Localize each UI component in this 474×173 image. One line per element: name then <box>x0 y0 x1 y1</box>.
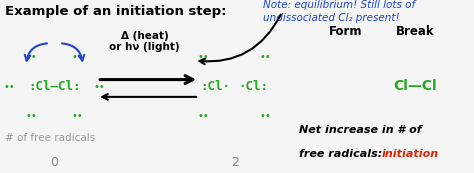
Text: 2: 2 <box>231 156 238 169</box>
Text: 0: 0 <box>51 156 58 169</box>
Text: :Cl·: :Cl· <box>201 80 231 93</box>
Text: ••: •• <box>198 111 210 121</box>
Text: ••: •• <box>26 111 37 121</box>
Text: ••: •• <box>4 81 15 92</box>
Text: Form: Form <box>329 25 363 38</box>
Text: Break: Break <box>395 25 434 38</box>
Text: Cl—Cl: Cl—Cl <box>393 80 437 93</box>
Text: Example of an initiation step:: Example of an initiation step: <box>5 5 226 18</box>
Text: Δ (heat)
or hν (light): Δ (heat) or hν (light) <box>109 31 180 52</box>
Text: # of free radicals: # of free radicals <box>5 133 95 143</box>
Text: ••: •• <box>26 52 37 62</box>
Text: initiation: initiation <box>382 149 439 159</box>
Text: ••: •• <box>94 81 105 92</box>
Text: Net increase in # of: Net increase in # of <box>299 125 421 135</box>
Text: ••: •• <box>260 111 271 121</box>
Text: ••: •• <box>72 111 83 121</box>
Text: ••: •• <box>72 52 83 62</box>
Text: ••: •• <box>260 52 271 62</box>
Text: :Cl–Cl:: :Cl–Cl: <box>28 80 81 93</box>
Text: Note: equilibrium! Still lots of
undissociated Cl₂ present!: Note: equilibrium! Still lots of undisso… <box>263 0 415 23</box>
Text: ••: •• <box>198 52 210 62</box>
Text: free radicals:: free radicals: <box>299 149 386 159</box>
Text: ·Cl:: ·Cl: <box>238 80 269 93</box>
